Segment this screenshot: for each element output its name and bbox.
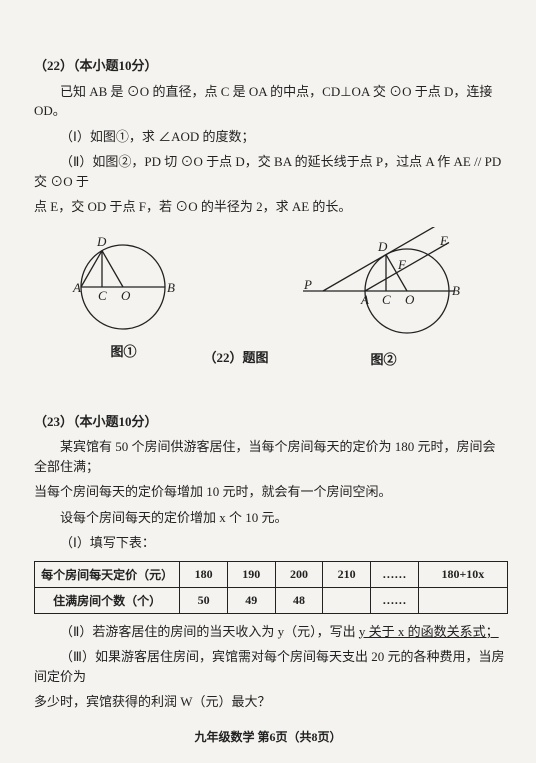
cell [323,587,371,613]
q23-p3: （Ⅰ）填写下表： [34,533,508,553]
page-footer: 九年级数学 第6页（共8页） [0,728,536,745]
cell: 210 [323,561,371,587]
q22-figures: A C O B D 图① （22）题图 [34,227,508,368]
q23-p4: （Ⅱ）若游客居住的房间的当天收入为 y（元），写出 y 关于 x 的函数关系式； [34,622,508,642]
q23-p4a: （Ⅱ）若游客居住的房间的当天收入为 y（元），写出 [60,624,359,639]
q23-table: 每个房间每天定价（元） 180 190 200 210 …… 180+10x 住… [34,561,508,614]
q23-p5: （Ⅲ）如果游客居住房间，宾馆需对每个房间每天支出 20 元的各种费用，当房间定价… [34,647,508,686]
fig1-lblD: D [96,234,107,249]
cell: 住满房间个数（个） [35,587,180,613]
cell: 180 [180,561,228,587]
figure-2: P A C O B D E F 图② [289,227,479,368]
table-row: 每个房间每天定价（元） 180 190 200 210 …… 180+10x [35,561,508,587]
q23-p1b: 当每个房间每天的定价每增加 10 元时，就会有一个房间空闲。 [34,482,508,502]
q22-p3b: 点 E，交 OD 于点 F，若 ⊙O 的半径为 2，求 AE 的长。 [34,197,508,217]
figure-1: A C O B D 图① [63,227,183,368]
fig2-svg: P A C O B D E F [289,227,479,345]
q22-midcaption: （22）题图 [203,347,268,366]
fig2-lblP: P [303,277,312,292]
q23-header: （23）（本小题10分） [34,412,508,432]
fig1-lblC: C [98,288,107,303]
q22-p2: （Ⅰ）如图①，求 ∠AOD 的度数； [34,127,508,147]
q22-p3: （Ⅱ）如图②，PD 切 ⊙O 于点 D，交 BA 的延长线于点 P，过点 A 作… [34,152,508,191]
cell: …… [371,587,419,613]
cell [418,587,507,613]
cell: …… [371,561,419,587]
q22-p1: 已知 AB 是 ⊙O 的直径，点 C 是 OA 的中点，CD⊥OA 交 ⊙O 于… [34,82,508,121]
cell: 48 [275,587,323,613]
q22-header: （22）（本小题10分） [34,56,508,76]
fig1-lblA: A [72,280,81,295]
fig2-lblD: D [377,239,388,254]
q23-p1: 某宾馆有 50 个房间供游客居住，当每个房间每天的定价为 180 元时，房间会全… [34,437,508,476]
cell: 200 [275,561,323,587]
q23-p2: 设每个房间每天的定价增加 x 个 10 元。 [34,508,508,528]
fig1-lblB: B [167,280,175,295]
cell: 190 [227,561,275,587]
cell: 50 [180,587,228,613]
fig2-lblB: B [452,283,460,298]
fig2-lblF: F [397,257,407,272]
cell: 180+10x [418,561,507,587]
q23-p4-underline: y 关于 x 的函数关系式； [359,624,499,639]
q23-p5b: 多少时，宾馆获得的利润 W（元）最大？ [34,692,508,712]
fig2-lblE: E [439,233,448,248]
fig2-label: 图② [289,349,479,368]
fig2-lblO: O [405,292,415,307]
cell: 49 [227,587,275,613]
cell: 每个房间每天定价（元） [35,561,180,587]
fig2-lblC: C [382,292,391,307]
fig1-label: 图① [63,341,183,360]
fig1-svg: A C O B D [63,227,183,337]
table-row: 住满房间个数（个） 50 49 48 …… [35,587,508,613]
fig1-lblO: O [121,288,131,303]
fig2-lblA: A [360,292,369,307]
